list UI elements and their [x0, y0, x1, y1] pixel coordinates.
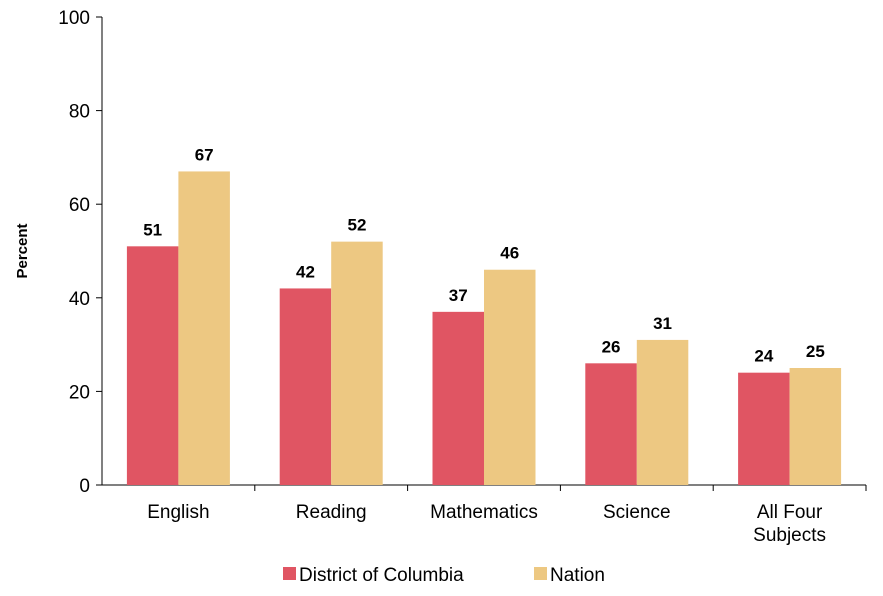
bar — [432, 311, 484, 485]
bar — [126, 246, 179, 485]
data-label: 51 — [143, 220, 162, 239]
data-label: 52 — [347, 216, 366, 235]
legend-swatch — [534, 567, 547, 580]
legend-label: Nation — [550, 565, 605, 586]
x-tick-label: Mathematics — [430, 502, 538, 523]
y-tick-label: 80 — [69, 102, 90, 123]
plot-area: 0 20 40 60 80 100 51 67 English 42 52 Reading 37 46 Ma… — [58, 8, 867, 546]
data-label: 26 — [602, 337, 621, 356]
bar — [484, 269, 536, 485]
bar — [636, 339, 689, 485]
data-label: 24 — [754, 347, 773, 366]
legend: District of Columbia Nation — [283, 565, 605, 586]
bar — [789, 368, 842, 485]
y-tick-label: 100 — [58, 8, 90, 29]
y-tick-label: 40 — [69, 289, 90, 310]
data-label: 37 — [449, 286, 468, 305]
legend-label: District of Columbia — [299, 565, 464, 586]
bar — [178, 171, 230, 485]
data-label: 42 — [296, 262, 315, 281]
bar — [585, 363, 637, 485]
y-axis-label: Percent — [14, 223, 31, 278]
y-tick-label: 0 — [79, 476, 90, 497]
y-tick-label: 20 — [69, 382, 90, 403]
bar — [279, 288, 332, 485]
data-label: 25 — [806, 342, 825, 361]
bar — [331, 241, 383, 485]
y-tick-label: 60 — [69, 195, 90, 216]
bar — [738, 372, 790, 485]
x-tick-label: English — [147, 502, 209, 523]
data-label: 46 — [500, 244, 519, 263]
x-tick-label: All Four Subjects — [753, 502, 826, 546]
data-label: 31 — [653, 314, 672, 333]
data-label: 67 — [195, 145, 214, 164]
x-tick-label: Reading — [296, 502, 367, 523]
legend-swatch — [283, 567, 296, 580]
x-tick-label: Science — [603, 502, 671, 523]
